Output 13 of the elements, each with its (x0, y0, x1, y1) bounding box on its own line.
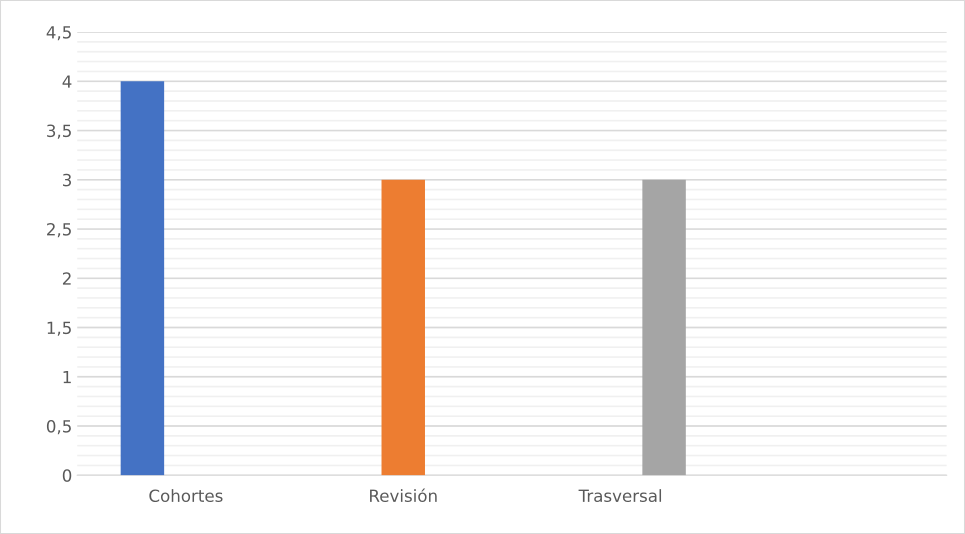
y-tick-label: 1,5 (48, 322, 71, 336)
x-tick-label: Trasversal (578, 489, 662, 502)
x-tick-label: Revisión (370, 488, 437, 502)
y-tick-label: 2,5 (47, 222, 71, 238)
y-tick-label: 1 (64, 370, 71, 384)
y-tick-label: 4 (62, 75, 72, 88)
y-tick-label: 3,5 (47, 124, 71, 139)
y-tick-label: 3 (63, 174, 72, 186)
x-tick-label: Cohortes (149, 489, 223, 502)
y-tick-label: 0 (62, 469, 72, 482)
y-tick-label: 0,5 (46, 420, 71, 434)
y-tick-label: 2 (62, 272, 71, 285)
y-tick-label: 4,5 (46, 26, 71, 40)
